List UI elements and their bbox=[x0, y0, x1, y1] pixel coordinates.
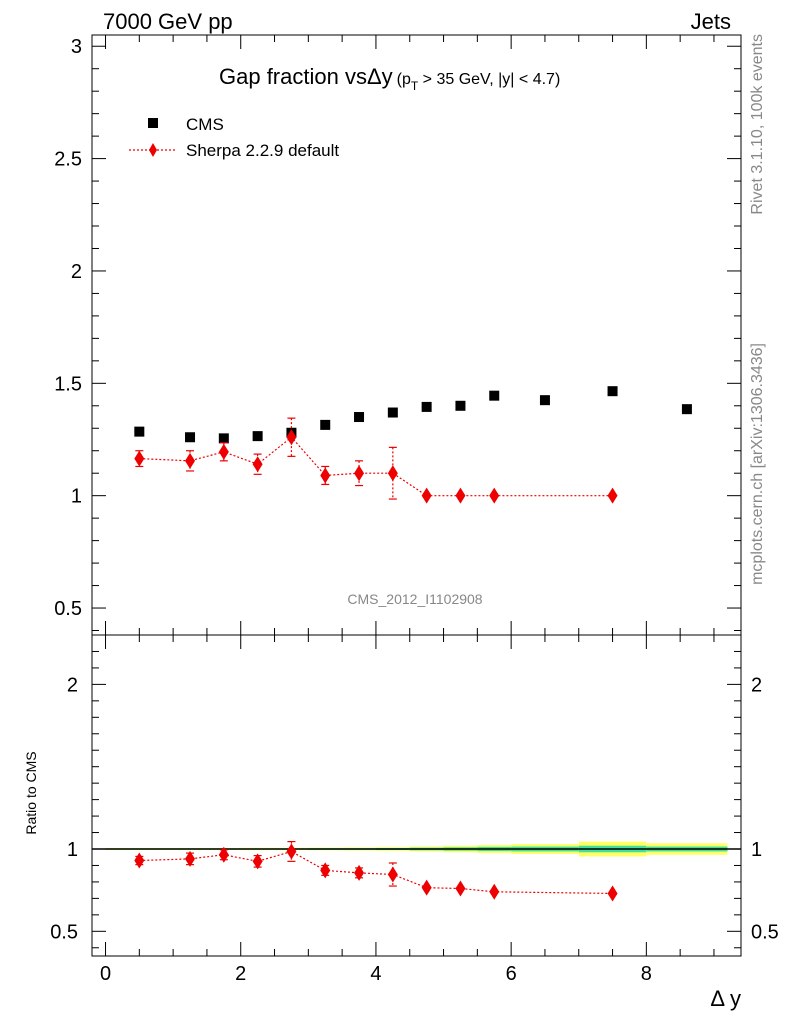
ratio-ylabel: Ratio to CMS bbox=[23, 751, 39, 834]
ratio-point bbox=[185, 850, 196, 867]
x-tick-label: 0 bbox=[100, 963, 111, 985]
sherpa-point bbox=[286, 429, 297, 446]
x-tick-label: 2 bbox=[235, 963, 246, 985]
ratio-y-tick-label-left: 0.5 bbox=[50, 921, 78, 943]
legend-cms-label: CMS bbox=[186, 115, 224, 134]
x-tick-label: 8 bbox=[641, 963, 652, 985]
sherpa-point bbox=[455, 487, 466, 504]
cms-point bbox=[455, 400, 466, 411]
ratio-point bbox=[354, 864, 365, 881]
sherpa-point bbox=[489, 487, 500, 504]
cms-point bbox=[387, 407, 398, 418]
sherpa-point bbox=[320, 467, 331, 484]
x-axis-label: Δ y bbox=[710, 986, 741, 1011]
ratio-point bbox=[455, 880, 466, 897]
sherpa-point bbox=[421, 487, 432, 504]
sherpa-point bbox=[252, 456, 263, 473]
ratio-point bbox=[286, 843, 297, 860]
ratio-point bbox=[252, 853, 263, 870]
cms-point bbox=[421, 401, 432, 412]
header-right: Jets bbox=[691, 9, 731, 34]
x-tick-label: 6 bbox=[506, 963, 517, 985]
ratio-panel-frame bbox=[91, 634, 742, 957]
chart-title-main: Gap fraction vsΔy bbox=[219, 64, 393, 89]
x-tick-label: 4 bbox=[370, 963, 381, 985]
sherpa-point bbox=[218, 443, 229, 460]
chart-title-cut-sub: T bbox=[411, 79, 419, 93]
cms-point bbox=[354, 412, 365, 423]
legend-cms-marker bbox=[148, 118, 158, 128]
data-layer bbox=[134, 386, 692, 902]
mcplots-label: mcplots.cern.ch [arXiv:1306.3436] bbox=[749, 343, 766, 585]
ratio-point bbox=[607, 885, 618, 902]
sherpa-point bbox=[387, 465, 398, 482]
ratio-point bbox=[489, 883, 500, 900]
legend: CMS Sherpa 2.2.9 default bbox=[129, 115, 339, 160]
axes-layer: 0 2 4 6 8 0.5 1 1.5 2 2.5 3 0.5 0.5 1 1 2 2 bbox=[50, 35, 779, 985]
y-tick-label: 2 bbox=[71, 261, 82, 283]
y-tick-label: 1 bbox=[71, 486, 82, 508]
y-tick-label: 1.5 bbox=[54, 373, 82, 395]
analysis-tag: CMS_2012_I1102908 bbox=[347, 591, 482, 607]
legend-sherpa-label: Sherpa 2.2.9 default bbox=[186, 141, 339, 160]
y-tick-label: 0.5 bbox=[54, 598, 82, 620]
legend-sherpa-marker bbox=[149, 143, 157, 157]
rivet-label: Rivet 3.1.10, 100k events bbox=[749, 34, 766, 215]
cms-point bbox=[134, 426, 145, 437]
cms-point bbox=[218, 433, 229, 444]
cms-point bbox=[489, 390, 500, 401]
ratio-point bbox=[387, 866, 398, 883]
ratio-y-tick-label-left: 1 bbox=[67, 839, 78, 861]
ratio-point bbox=[218, 846, 229, 863]
y-tick-label: 2.5 bbox=[54, 149, 82, 171]
ratio-y-tick-label-right: 0.5 bbox=[751, 921, 779, 943]
cms-point bbox=[607, 386, 618, 397]
ratio-point bbox=[421, 879, 432, 896]
ratio-y-tick-label-right: 1 bbox=[751, 839, 762, 861]
cms-point bbox=[539, 395, 550, 406]
cms-point bbox=[185, 432, 196, 443]
sherpa-point bbox=[354, 465, 365, 482]
ratio-y-tick-label-left: 2 bbox=[67, 674, 78, 696]
cms-point bbox=[252, 431, 263, 442]
sherpa-point bbox=[185, 452, 196, 469]
ratio-y-tick-label-right: 2 bbox=[751, 674, 762, 696]
ratio-band-layer bbox=[92, 841, 741, 857]
ratio-line bbox=[139, 850, 613, 895]
y-tick-label: 3 bbox=[71, 36, 82, 58]
header-left: 7000 GeV pp bbox=[103, 9, 233, 34]
sherpa-point bbox=[607, 487, 618, 504]
cms-point bbox=[681, 404, 692, 415]
sherpa-point bbox=[134, 450, 145, 467]
chart-title: Gap fraction vsΔy (pT > 35 GeV, |y| < 4.7… bbox=[219, 64, 560, 93]
ratio-point bbox=[134, 852, 145, 869]
cms-point bbox=[320, 419, 331, 430]
chart-title-cut-p: (p bbox=[397, 71, 411, 88]
sherpa-line bbox=[139, 436, 613, 497]
chart-title-cut-rest: > 35 GeV, |y| < 4.7) bbox=[418, 71, 560, 88]
ratio-point bbox=[320, 862, 331, 879]
